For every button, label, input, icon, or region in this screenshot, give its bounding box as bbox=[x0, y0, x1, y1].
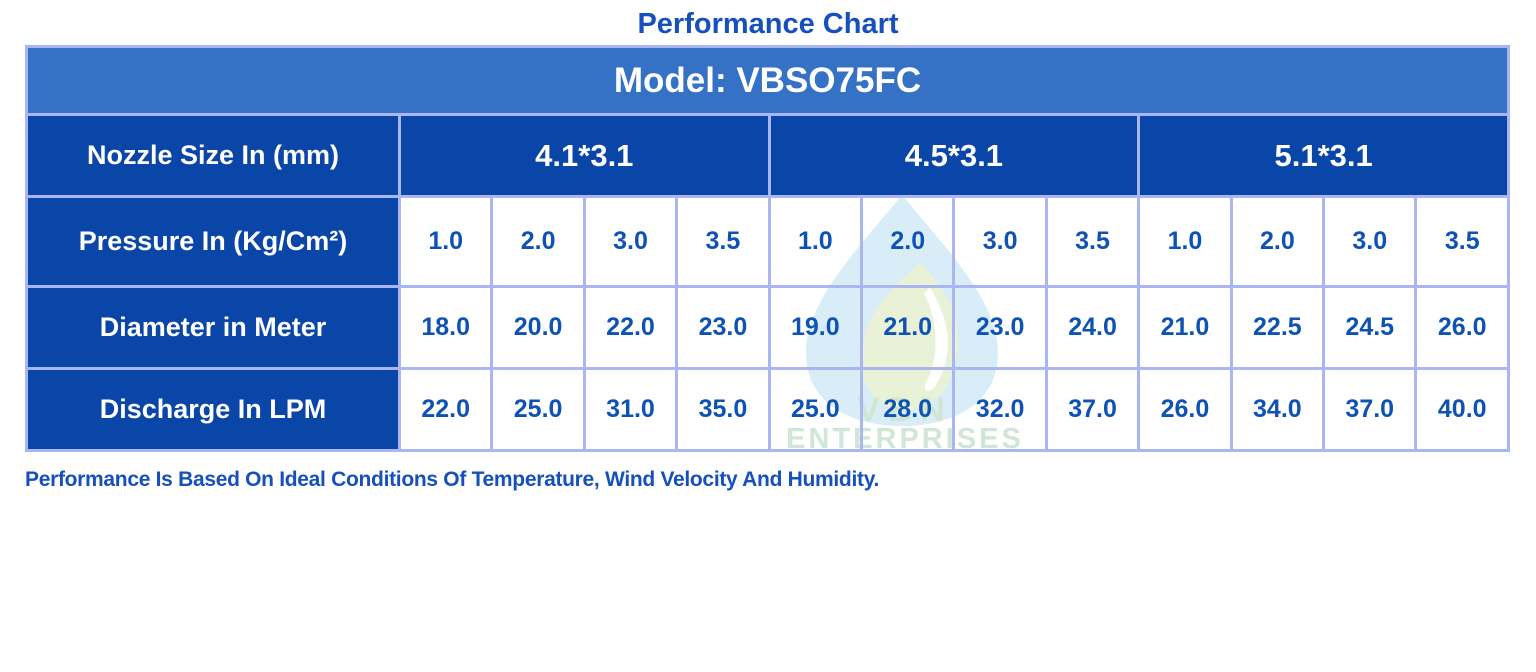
discharge-value-cell: 31.0 bbox=[582, 367, 679, 452]
pressure-value-cell: 3.0 bbox=[952, 195, 1048, 288]
row-header-nozzle-size: Nozzle Size In (mm) bbox=[25, 113, 401, 198]
discharge-value-cell: 26.0 bbox=[1137, 367, 1233, 452]
pressure-value-cell: 3.5 bbox=[1414, 195, 1510, 288]
diameter-value-cell: 21.0 bbox=[1137, 285, 1233, 370]
diameter-value-cell: 26.0 bbox=[1414, 285, 1510, 370]
discharge-value-cell: 28.0 bbox=[860, 367, 956, 452]
row-header-discharge: Discharge In LPM bbox=[25, 367, 401, 452]
diameter-value-cell: 22.0 bbox=[582, 285, 679, 370]
diameter-value-cell: 23.0 bbox=[952, 285, 1048, 370]
nozzle-group-header: 4.5*3.1 bbox=[767, 113, 1141, 198]
diameter-value-cell: 22.5 bbox=[1229, 285, 1326, 370]
discharge-value-cell: 34.0 bbox=[1229, 367, 1326, 452]
performance-table: Model: VBSO75FC Nozzle Size In (mm) 4.1*… bbox=[25, 45, 1510, 452]
row-header-pressure: Pressure In (Kg/Cm²) bbox=[25, 195, 401, 288]
page-title: Performance Chart bbox=[637, 8, 899, 40]
discharge-value-cell: 25.0 bbox=[767, 367, 864, 452]
pressure-value-cell: 3.0 bbox=[1322, 195, 1418, 288]
discharge-value-cell: 40.0 bbox=[1414, 367, 1510, 452]
nozzle-group-header: 4.1*3.1 bbox=[398, 113, 771, 198]
pressure-value-cell: 1.0 bbox=[1137, 195, 1233, 288]
pressure-value-cell: 1.0 bbox=[767, 195, 864, 288]
diameter-value-cell: 19.0 bbox=[767, 285, 864, 370]
pressure-value-cell: 2.0 bbox=[860, 195, 956, 288]
diameter-value-cell: 21.0 bbox=[860, 285, 956, 370]
pressure-value-cell: 3.5 bbox=[675, 195, 771, 288]
discharge-value-cell: 25.0 bbox=[490, 367, 586, 452]
pressure-value-cell: 1.0 bbox=[397, 195, 494, 288]
discharge-row: Discharge In LPM 22.0 25.0 31.0 35.0 25.… bbox=[25, 367, 1510, 452]
nozzle-size-row: Nozzle Size In (mm) 4.1*3.1 4.5*3.1 5.1*… bbox=[25, 113, 1510, 198]
model-header-row: Model: VBSO75FC bbox=[25, 45, 1510, 116]
pressure-value-cell: 2.0 bbox=[1229, 195, 1326, 288]
row-header-diameter: Diameter in Meter bbox=[25, 285, 401, 370]
discharge-value-cell: 22.0 bbox=[397, 367, 494, 452]
footer-note: Performance Is Based On Ideal Conditions… bbox=[25, 468, 880, 491]
nozzle-group-header: 5.1*3.1 bbox=[1137, 113, 1510, 198]
diameter-value-cell: 20.0 bbox=[490, 285, 586, 370]
discharge-value-cell: 35.0 bbox=[675, 367, 771, 452]
diameter-value-cell: 18.0 bbox=[397, 285, 494, 370]
diameter-value-cell: 23.0 bbox=[675, 285, 771, 370]
diameter-value-cell: 24.0 bbox=[1044, 285, 1141, 370]
diameter-row: Diameter in Meter 18.0 20.0 22.0 23.0 19… bbox=[25, 285, 1510, 370]
discharge-value-cell: 37.0 bbox=[1044, 367, 1141, 452]
pressure-row: Pressure In (Kg/Cm²) 1.0 2.0 3.0 3.5 1.0… bbox=[25, 195, 1510, 288]
model-header: Model: VBSO75FC bbox=[25, 45, 1510, 116]
discharge-value-cell: 32.0 bbox=[952, 367, 1048, 452]
diameter-value-cell: 24.5 bbox=[1322, 285, 1418, 370]
pressure-value-cell: 3.0 bbox=[582, 195, 679, 288]
discharge-value-cell: 37.0 bbox=[1322, 367, 1418, 452]
pressure-value-cell: 3.5 bbox=[1044, 195, 1141, 288]
pressure-value-cell: 2.0 bbox=[490, 195, 586, 288]
